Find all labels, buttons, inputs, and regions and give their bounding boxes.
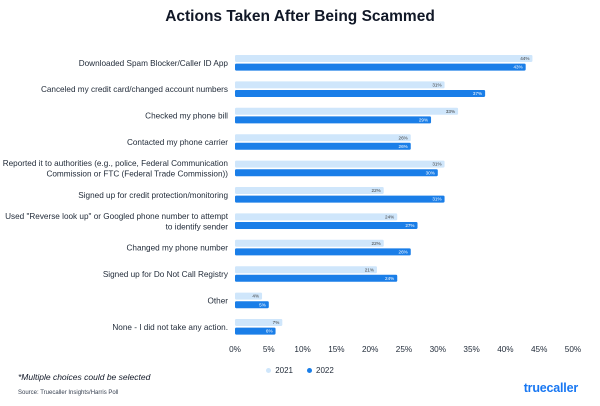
bar-2021-2	[235, 107, 459, 115]
bar-2022-3	[235, 142, 411, 150]
x-tick-label-10: 50%	[565, 345, 581, 354]
bar-2022-5	[235, 195, 445, 203]
x-tick-label-1: 5%	[263, 345, 275, 354]
legend-item-2021: 2021	[266, 366, 293, 375]
x-tick-label-3: 15%	[328, 345, 344, 354]
bar-2021-3	[235, 134, 411, 142]
bar-label-2022-5: 31%	[432, 197, 441, 202]
bar-label-2021-0: 44%	[520, 56, 529, 61]
category-label-7-line-0: Changed my phone number	[126, 244, 228, 253]
x-tick-label-4: 20%	[362, 345, 378, 354]
bar-label-2022-1: 37%	[473, 91, 482, 96]
bar-2022-9	[235, 301, 269, 309]
bar-2022-2	[235, 116, 432, 124]
legend-swatch-2022	[307, 368, 312, 373]
source-note: Source: Truecaller Insights/Harris Poll	[18, 390, 119, 396]
bar-label-2021-3: 26%	[399, 135, 408, 140]
bar-2022-4	[235, 169, 438, 177]
x-tick-label-0: 0%	[229, 345, 241, 354]
bar-label-2022-6: 27%	[405, 223, 414, 228]
bar-label-2021-4: 31%	[432, 162, 441, 167]
category-label-4-line-1: Commission or FTC (Federal Trade Commiss…	[46, 170, 228, 179]
x-tick-label-6: 30%	[430, 345, 446, 354]
bar-2022-0	[235, 63, 526, 71]
bar-label-2021-9: 4%	[252, 294, 259, 299]
bar-label-2022-2: 29%	[419, 118, 428, 123]
legend-label-2021: 2021	[275, 366, 293, 375]
bar-2022-8	[235, 274, 398, 282]
bar-2022-10	[235, 327, 276, 335]
footnote: *Multiple choices could be selected	[18, 372, 151, 382]
bar-2021-9	[235, 292, 263, 300]
bar-2022-6	[235, 222, 418, 229]
bar-2021-0	[235, 55, 533, 62]
x-tick-label-9: 45%	[531, 345, 547, 354]
legend: 2021 2022	[0, 366, 600, 375]
bar-label-2021-1: 31%	[432, 83, 441, 88]
bar-2021-7	[235, 239, 384, 247]
bar-2021-10	[235, 319, 283, 326]
truecaller-logo: truecaller	[523, 381, 578, 395]
bar-label-2022-9: 5%	[259, 302, 266, 307]
category-label-3-line-0: Contacted my phone carrier	[127, 138, 228, 147]
category-label-0-line-0: Downloaded Spam Blocker/Caller ID App	[79, 59, 229, 68]
bar-label-2022-0: 43%	[513, 65, 522, 70]
bar-label-2021-6: 24%	[385, 215, 394, 220]
bar-2022-1	[235, 90, 486, 97]
bar-label-2021-7: 22%	[372, 241, 381, 246]
bar-2021-1	[235, 81, 445, 89]
bar-2021-5	[235, 187, 384, 194]
bar-2021-4	[235, 160, 445, 168]
bar-2021-8	[235, 266, 377, 274]
bar-label-2022-7: 26%	[399, 250, 408, 255]
bar-2022-7	[235, 248, 411, 256]
bar-label-2022-8: 24%	[385, 276, 394, 281]
category-label-1-line-0: Canceled my credit card/changed account …	[41, 85, 228, 94]
category-label-10-line-0: None - I did not take any action.	[112, 323, 228, 332]
x-tick-label-7: 35%	[463, 345, 479, 354]
category-label-4-line-0: Reported it to authorities (e.g., police…	[3, 159, 229, 168]
chart-title: Actions Taken After Being Scammed	[165, 8, 435, 25]
category-label-2-line-0: Checked my phone bill	[145, 112, 228, 121]
legend-swatch-2021	[266, 368, 272, 373]
legend-label-2022: 2022	[316, 366, 334, 375]
bar-2021-6	[235, 213, 398, 221]
bar-label-2021-5: 22%	[372, 188, 381, 193]
category-label-6-line-1: to identify sender	[166, 222, 229, 231]
bar-label-2022-3: 26%	[399, 144, 408, 149]
bar-label-2021-8: 21%	[365, 267, 374, 272]
bar-label-2021-10: 7%	[273, 320, 280, 325]
x-tick-label-5: 25%	[396, 345, 412, 354]
x-tick-label-2: 10%	[294, 345, 310, 354]
bar-label-2022-4: 30%	[426, 170, 435, 175]
bar-label-2021-2: 33%	[446, 109, 455, 114]
legend-item-2022: 2022	[307, 366, 334, 375]
category-label-6-line-0: Used "Reverse look up" or Googled phone …	[5, 212, 229, 221]
category-label-8-line-0: Signed up for Do Not Call Registry	[103, 270, 229, 279]
x-tick-label-8: 40%	[497, 345, 513, 354]
bar-label-2022-10: 6%	[266, 329, 273, 334]
category-label-5-line-0: Signed up for credit protection/monitori…	[78, 191, 228, 200]
category-label-9-line-0: Other	[208, 296, 229, 305]
